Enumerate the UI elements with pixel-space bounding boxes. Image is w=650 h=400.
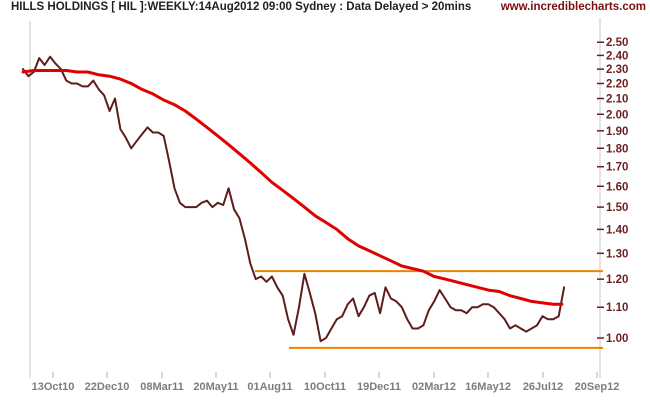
x-axis-label: 20May11 <box>193 381 238 393</box>
y-axis-label: 1.00 <box>606 333 628 345</box>
y-axis-label: 2.20 <box>606 78 628 90</box>
x-axis-label: 01Aug11 <box>247 381 292 393</box>
y-axis-label: 1.60 <box>606 181 628 193</box>
x-axis-label: 20Sep12 <box>575 381 620 393</box>
y-axis-label: 1.10 <box>606 302 628 314</box>
x-axis-label: 22Dec10 <box>85 381 130 393</box>
y-axis-label: 1.80 <box>606 143 628 155</box>
y-axis-label: 2.30 <box>606 64 628 76</box>
y-axis-label: 2.40 <box>606 50 628 62</box>
x-axis-label: 13Oct10 <box>32 381 75 393</box>
y-axis-label: 2.00 <box>606 109 628 121</box>
y-axis-label: 1.90 <box>606 126 628 138</box>
moving-average-line <box>21 69 564 306</box>
x-axis-label: 10Oct11 <box>304 381 346 393</box>
website-watermark: www.incrediblecharts.com <box>500 1 646 13</box>
chart-header-title: HILLS HOLDINGS [ HIL ]:WEEKLY:14Aug2012 … <box>11 1 472 13</box>
HIL-weekly-close-line <box>22 55 566 343</box>
x-axis-label: 19Dec11 <box>357 381 401 393</box>
y-axis-label: 2.50 <box>606 37 628 49</box>
y-axis-label: 1.50 <box>606 202 628 214</box>
y-axis-label: 1.70 <box>606 162 628 174</box>
title-bar: HILLS HOLDINGS [ HIL ]:WEEKLY:14Aug2012 … <box>0 0 650 16</box>
y-axis-label: 2.10 <box>606 94 628 106</box>
x-axis-label: 02Mar12 <box>412 381 456 393</box>
x-axis-label: 08Mar11 <box>140 381 183 393</box>
x-axis-label: 16May12 <box>465 381 511 393</box>
y-axis-label: 1.30 <box>606 248 628 260</box>
y-axis-label: 1.20 <box>606 274 628 286</box>
x-axis-label: 26Jul12 <box>523 381 563 393</box>
y-axis-label: 1.40 <box>606 224 628 236</box>
